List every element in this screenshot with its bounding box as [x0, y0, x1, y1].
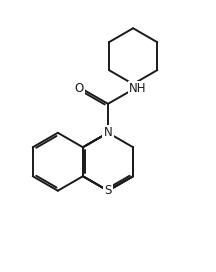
- Text: O: O: [74, 82, 84, 95]
- Text: N: N: [104, 126, 112, 139]
- Text: NH: NH: [129, 82, 147, 95]
- Text: S: S: [104, 184, 112, 197]
